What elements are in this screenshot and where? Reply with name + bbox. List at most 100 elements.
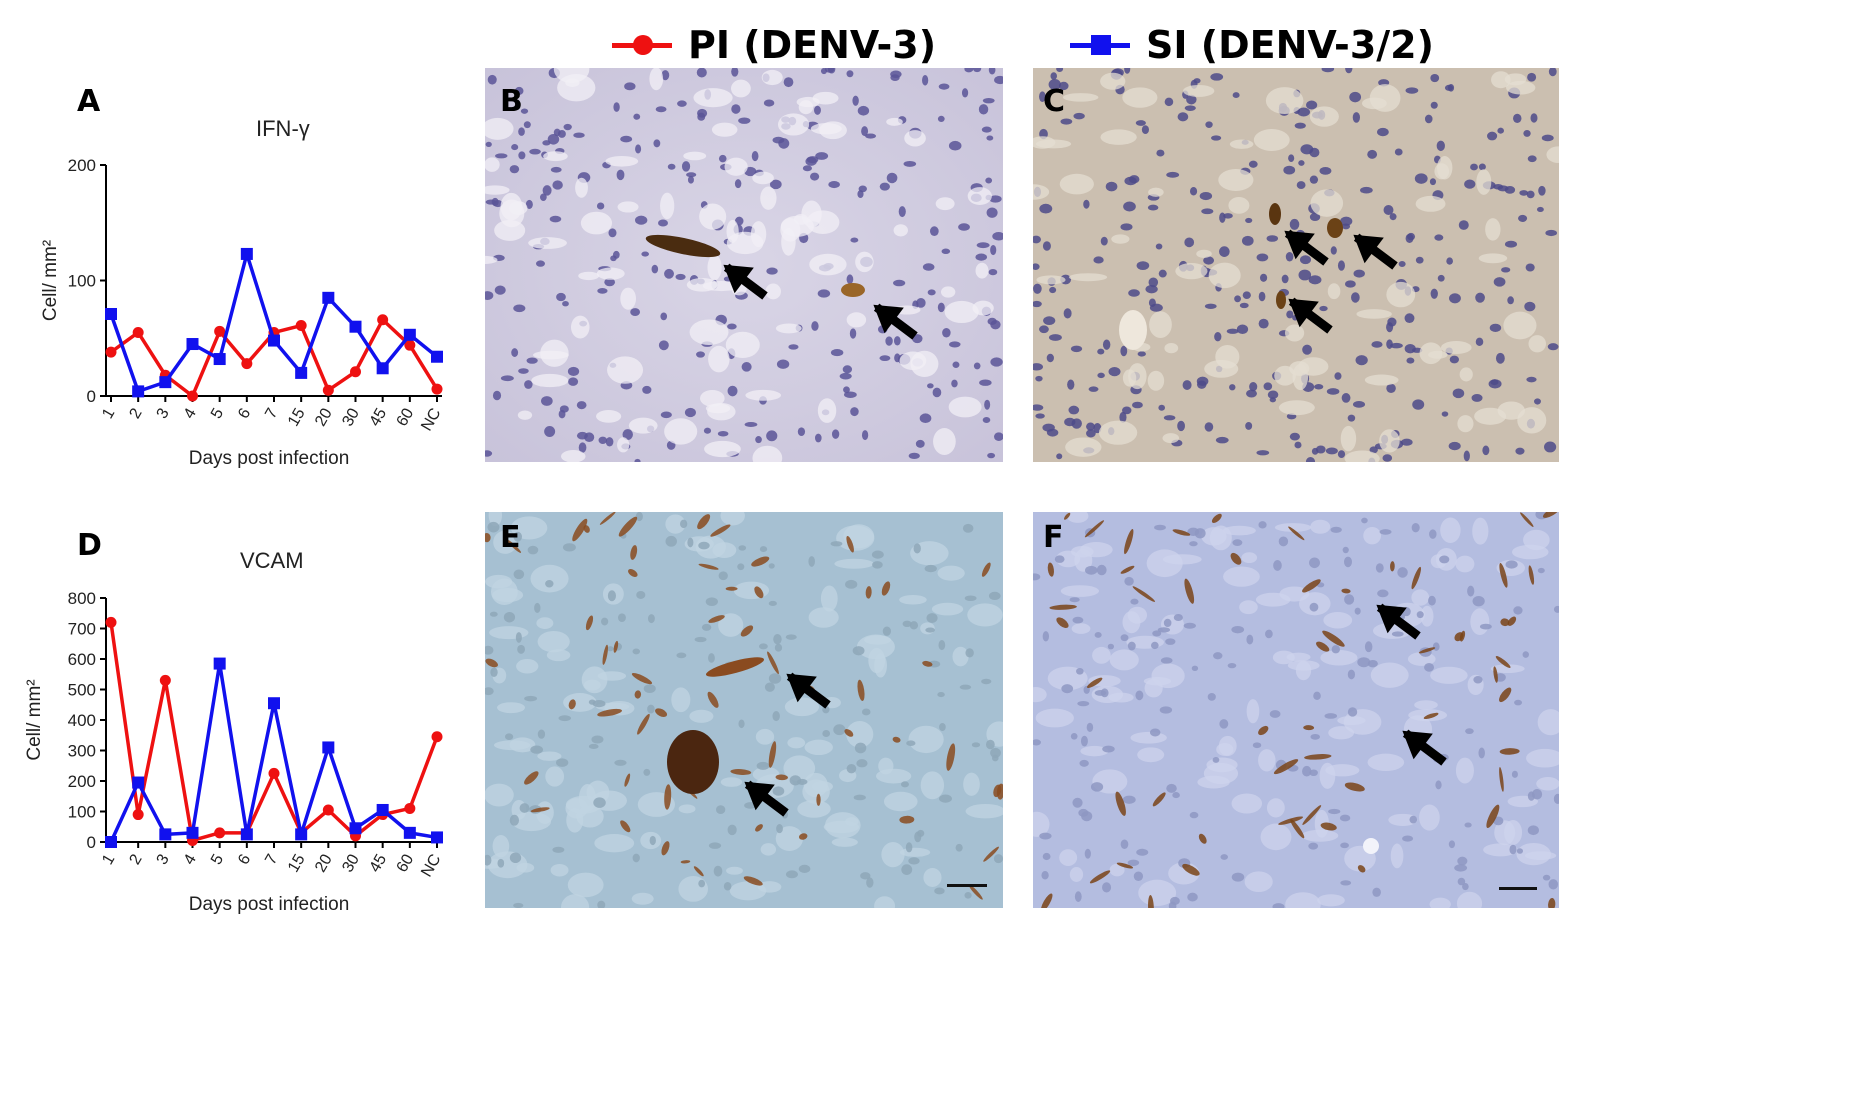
cell-nucleus [1536, 206, 1544, 213]
cell-nucleus [530, 745, 544, 754]
cell-nucleus [768, 600, 777, 606]
cell-nucleus [1309, 557, 1320, 569]
cell-nucleus [1527, 825, 1539, 836]
cell-nucleus [1266, 235, 1279, 242]
point-vcam-0 [431, 731, 443, 743]
cell-nucleus [681, 161, 691, 172]
cell-nucleus [768, 563, 775, 569]
cell-nucleus [1352, 400, 1366, 408]
cell-nucleus [1278, 536, 1289, 547]
brown-stain [1390, 561, 1395, 572]
tissue-void [1033, 811, 1050, 837]
x-tick-label-vcam: 15 [285, 851, 309, 875]
cell-nucleus [1042, 852, 1051, 861]
point-ifn-1 [240, 247, 253, 260]
brown-stain [568, 699, 576, 710]
cell-nucleus [973, 362, 981, 370]
cell-nucleus [1133, 871, 1144, 882]
cell-nucleus [1085, 565, 1098, 575]
cell-nucleus [647, 614, 655, 624]
tissue-void [695, 535, 726, 559]
brown-stain [661, 841, 670, 856]
cell-nucleus [1347, 707, 1358, 717]
cell-nucleus [1226, 328, 1239, 334]
cell-nucleus [1088, 386, 1099, 392]
cell-nucleus [843, 391, 857, 398]
cell-nucleus [1523, 129, 1531, 137]
tissue-void [1455, 555, 1475, 573]
cell-nucleus [1159, 706, 1173, 714]
chart-title-ifn: IFN-γ [256, 116, 310, 141]
cell-nucleus [684, 407, 696, 418]
brown-stain [1148, 895, 1154, 908]
brown-stain [1495, 656, 1511, 668]
cell-nucleus [1033, 263, 1040, 270]
tissue-void [537, 751, 562, 761]
cell-nucleus [1119, 411, 1127, 423]
cell-nucleus [1465, 728, 1474, 735]
cell-nucleus [696, 351, 705, 358]
brown-stain [1040, 893, 1053, 908]
cell-nucleus [1130, 598, 1139, 605]
tissue-void [1147, 370, 1165, 391]
cell-nucleus [914, 831, 922, 843]
cell-nucleus [949, 341, 961, 348]
cell-nucleus [687, 175, 694, 184]
cell-nucleus [964, 891, 972, 899]
cell-nucleus [647, 704, 655, 714]
cell-nucleus [885, 336, 893, 346]
cell-nucleus [1398, 260, 1406, 268]
cell-nucleus [1086, 422, 1095, 431]
tissue-void [620, 287, 636, 310]
cell-nucleus [1258, 521, 1267, 529]
tissue-void [801, 200, 822, 228]
tissue-void [1483, 843, 1518, 857]
cell-nucleus [738, 117, 751, 124]
tissue-void [1216, 743, 1234, 756]
tissue-void [1337, 715, 1366, 726]
cell-nucleus [1046, 353, 1054, 363]
tissue-void [1434, 163, 1450, 180]
cell-nucleus [1234, 295, 1241, 303]
cell-nucleus [861, 126, 869, 137]
cell-nucleus [839, 372, 852, 380]
tissue-void [528, 237, 567, 249]
cell-nucleus [1321, 68, 1335, 73]
brown-stain [698, 563, 719, 570]
tissue-void [1278, 400, 1315, 416]
cell-nucleus [651, 264, 659, 274]
micrograph-f [1033, 512, 1559, 908]
cell-nucleus [614, 759, 627, 766]
cell-nucleus [871, 550, 884, 559]
cell-nucleus [988, 268, 998, 276]
brown-stain [1184, 578, 1195, 604]
cell-nucleus [491, 197, 499, 207]
cell-nucleus [976, 242, 990, 249]
cell-nucleus [1467, 585, 1475, 597]
cell-nucleus [1524, 301, 1536, 312]
cell-nucleus [766, 267, 778, 275]
cell-nucleus [1147, 204, 1159, 211]
tissue-void [944, 300, 979, 324]
cell-nucleus [1493, 277, 1506, 287]
point-ifn-0 [295, 320, 307, 332]
tissue-void [485, 255, 498, 264]
tissue-void [516, 659, 539, 674]
cell-nucleus [635, 512, 643, 522]
cell-nucleus [1186, 94, 1197, 105]
tissue-void [883, 791, 918, 812]
tissue-void [1151, 663, 1185, 689]
brown-stain [1056, 617, 1069, 628]
y-tick-label-vcam: 0 [87, 833, 96, 852]
cell-nucleus [850, 407, 859, 417]
brown-stain [1548, 898, 1556, 908]
tissue-void [550, 863, 569, 877]
cell-nucleus [1229, 384, 1236, 391]
cell-nucleus [879, 355, 891, 362]
cell-nucleus [1033, 363, 1044, 371]
cell-nucleus [987, 317, 997, 325]
cell-nucleus [588, 743, 599, 749]
tissue-void [596, 409, 622, 423]
brown-stain [655, 708, 668, 717]
cell-nucleus [981, 126, 992, 133]
